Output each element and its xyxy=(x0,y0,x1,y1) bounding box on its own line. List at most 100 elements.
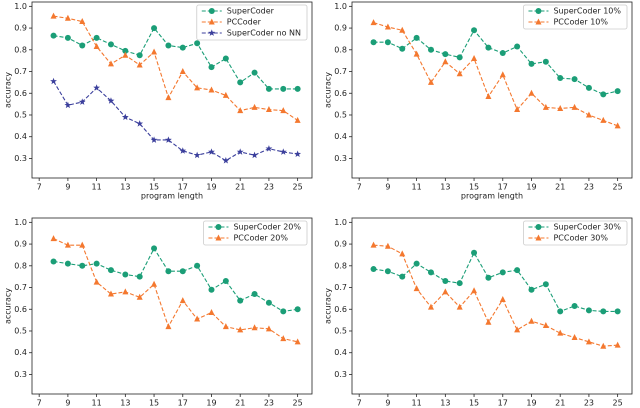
marker xyxy=(600,116,607,123)
legend: SuperCoder PCCoder SuperCoder no NN xyxy=(196,4,308,41)
chart-panel: 7 9 11 13 15 17 19 21 23 25 0.3 0.4 0.5 0.6 0.7 0.8 0.9 1… xyxy=(4,217,313,408)
marker xyxy=(64,14,71,21)
x-tick-label: 23 xyxy=(584,399,594,408)
marker xyxy=(194,84,201,91)
marker xyxy=(251,291,258,298)
y-tick-label: 0.9 xyxy=(14,240,27,249)
legend-box xyxy=(523,220,628,246)
y-axis-label: accuracy xyxy=(4,288,13,324)
legend: SuperCoder 10% PCCoder 10% xyxy=(523,4,628,30)
x-tick-label: 19 xyxy=(526,399,536,408)
marker xyxy=(399,45,406,52)
marker xyxy=(265,325,272,332)
marker xyxy=(514,43,521,50)
marker xyxy=(164,136,172,143)
marker xyxy=(78,98,86,105)
marker xyxy=(399,273,406,280)
marker xyxy=(151,48,158,55)
marker xyxy=(236,148,244,155)
marker xyxy=(251,151,258,159)
x-axis-label: program length xyxy=(461,192,523,201)
marker xyxy=(165,323,172,330)
legend-marker xyxy=(535,224,542,230)
x-tick-label: 21 xyxy=(555,183,565,192)
marker xyxy=(499,50,506,57)
y-tick-label: 0.6 xyxy=(334,305,347,314)
x-tick-label: 13 xyxy=(440,399,450,408)
marker xyxy=(600,91,607,98)
series-line xyxy=(53,247,298,313)
x-tick-label: 11 xyxy=(92,183,102,192)
marker xyxy=(614,88,621,95)
marker xyxy=(471,27,478,34)
marker xyxy=(485,44,492,51)
series-line xyxy=(373,22,618,127)
marker xyxy=(165,94,172,101)
marker xyxy=(107,60,114,67)
marker xyxy=(265,106,272,113)
x-tick-label: 9 xyxy=(385,399,390,408)
marker xyxy=(427,78,434,85)
marker xyxy=(542,103,549,110)
marker xyxy=(427,46,434,53)
marker xyxy=(237,107,244,114)
marker xyxy=(499,295,506,302)
marker xyxy=(179,268,186,275)
marker xyxy=(208,64,215,71)
marker xyxy=(528,286,535,293)
y-tick-label: 0.8 xyxy=(334,45,347,54)
y-tick-label: 0.6 xyxy=(334,89,347,98)
marker xyxy=(179,297,186,304)
marker xyxy=(370,19,377,26)
y-tick-label: 0.5 xyxy=(334,326,347,335)
series-line xyxy=(53,238,298,343)
x-tick-label: 11 xyxy=(412,399,422,408)
marker xyxy=(370,39,377,46)
x-tick-label: 7 xyxy=(357,183,362,192)
marker xyxy=(222,157,230,164)
marker xyxy=(121,113,129,121)
legend-marker xyxy=(208,8,215,14)
marker xyxy=(50,77,57,85)
marker xyxy=(107,97,115,104)
y-axis-label: accuracy xyxy=(324,72,333,108)
marker xyxy=(557,308,564,315)
y-tick-label: 0.7 xyxy=(334,67,347,76)
x-tick-label: 25 xyxy=(613,399,623,408)
y-tick-label: 0.7 xyxy=(14,283,27,292)
y-tick-label: 1.0 xyxy=(14,218,27,227)
legend-marker xyxy=(535,234,542,241)
marker xyxy=(165,42,172,49)
marker xyxy=(294,306,301,313)
plot-frame xyxy=(351,1,633,179)
marker xyxy=(179,44,186,51)
x-tick-label: 7 xyxy=(37,183,42,192)
series-line xyxy=(373,251,618,313)
marker xyxy=(50,32,57,39)
marker xyxy=(279,148,287,155)
x-tick-label: 21 xyxy=(235,399,245,408)
marker xyxy=(194,40,201,47)
marker xyxy=(471,54,478,61)
series-line xyxy=(53,81,298,162)
x-tick-label: 9 xyxy=(65,183,70,192)
legend: SuperCoder 30% PCCoder 30% xyxy=(523,220,628,246)
legend-marker xyxy=(215,224,222,230)
marker xyxy=(399,250,406,257)
plot-frame xyxy=(351,217,633,395)
marker xyxy=(208,286,215,293)
marker xyxy=(50,235,57,242)
marker xyxy=(93,34,100,41)
legend-box xyxy=(203,220,308,246)
y-tick-label: 1.0 xyxy=(334,2,347,11)
x-tick-label: 11 xyxy=(412,183,422,192)
x-tick-label: 13 xyxy=(120,183,130,192)
y-tick-label: 0.4 xyxy=(14,132,27,141)
marker xyxy=(585,338,592,345)
marker xyxy=(79,18,86,25)
marker xyxy=(294,116,301,123)
marker xyxy=(528,60,535,67)
marker xyxy=(194,262,201,269)
y-tick-label: 0.8 xyxy=(334,261,347,270)
